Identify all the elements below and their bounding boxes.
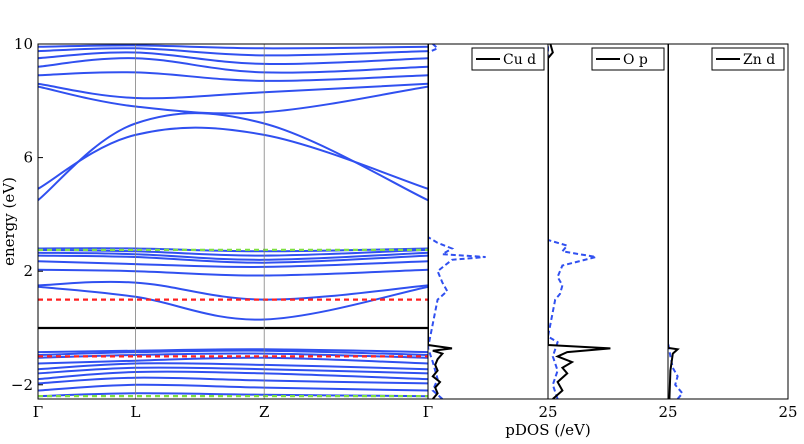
band-line [38,285,428,321]
band-line [38,112,428,202]
pdos-panel-frame [427,43,549,400]
legend-box [471,47,545,71]
band-line [38,383,428,392]
legend-box [591,47,665,71]
band-line [38,260,428,268]
band-line [38,366,428,375]
band-line [38,348,428,354]
pdos-axis-label: pDOS (/eV) [505,421,590,439]
k-point-label: L [131,403,141,421]
y-tick-label: −2 [11,376,33,394]
band-panel: −2 2 6 10 Γ L Z Γ energy (eV) [0,35,433,421]
pdos-panel-frame [667,43,789,400]
pdos-dashed-curve [548,44,597,399]
band-line [38,362,428,371]
pdos-solid-curve [548,44,611,399]
band-line [38,85,428,115]
band-line [38,268,428,277]
y-tick-label: 2 [23,262,33,280]
legend-label: Cu d [503,52,536,68]
legend-box [711,47,785,71]
pdos-solid-curve [668,44,680,399]
pdos-dashed-curve [668,44,684,399]
band-line [38,57,428,74]
band-line [38,44,428,50]
band-lines [38,44,428,398]
pdos-panel: O p 25 [538,43,669,421]
energy-axis-label: energy (eV) [0,177,18,266]
k-point-label: Z [259,403,269,421]
k-point-gridlines [135,44,265,399]
band-line [38,71,428,82]
k-point-label: Γ [33,403,43,421]
pdos-x-tick-label: 25 [658,403,677,421]
pdos-x-tick-label: 25 [538,403,557,421]
band-line [38,251,428,261]
pdos-solid-curve [428,44,453,399]
band-line [38,280,428,301]
pdos-x-tick-label: 25 [778,403,797,421]
pdos-panel: Cu d [427,43,549,400]
pdos-panels: Cu d O p 25 Zn d 25 25 [427,43,798,421]
pdos-panel: Zn d 25 25 [658,43,798,421]
y-tick-label: 10 [14,35,33,53]
band-line [38,82,428,100]
y-tick-label: 6 [23,149,33,167]
k-point-label: Γ [423,403,433,421]
band-reference-lines [38,248,428,398]
band-line [38,51,428,66]
legend-label: O p [623,52,648,68]
band-line [38,356,428,365]
band-line [38,47,428,57]
pdos-dashed-curve [428,44,486,399]
band-line [38,254,428,264]
legend-label: Zn d [743,52,775,68]
band-line [38,126,428,190]
band-line [38,370,428,381]
band-line [38,349,428,356]
band-line [38,376,428,385]
energy-axis-ticks: −2 2 6 10 [11,35,43,394]
